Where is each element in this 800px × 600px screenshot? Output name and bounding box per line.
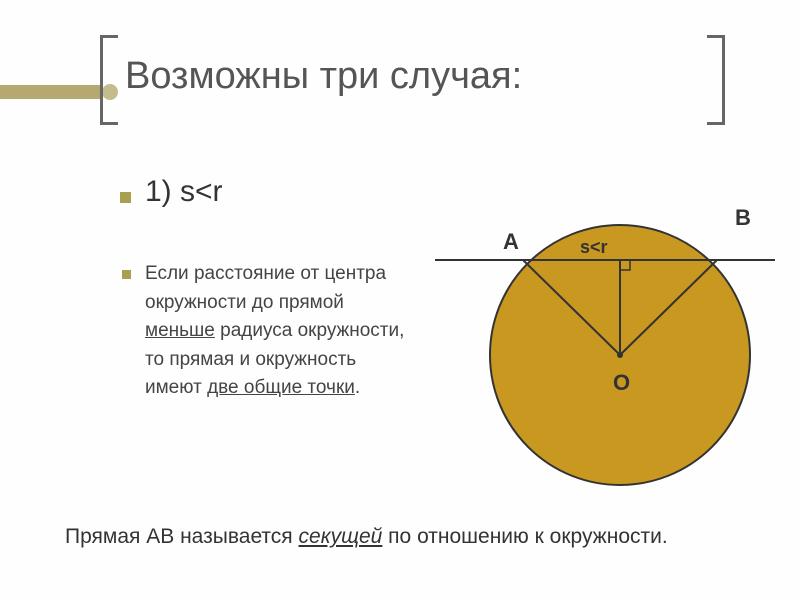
body-part1: Если расстояние от центра окружности до … (145, 263, 386, 313)
bottom-part1: Прямая AB называется (65, 525, 299, 548)
body-underline1: меньше (145, 320, 215, 341)
body-part3: . (355, 377, 360, 398)
body-bullet (122, 270, 131, 279)
accent-bar (0, 85, 100, 99)
label-o: O (613, 370, 630, 395)
label-a: A (503, 229, 519, 254)
case-label: 1) s<r (145, 175, 223, 209)
circle-secant-diagram: A B O s<r (435, 175, 775, 495)
title-bracket-left (100, 35, 118, 125)
title-bracket-right (707, 35, 725, 125)
label-s-lt-r: s<r (580, 237, 608, 257)
bottom-text: Прямая AB называется секущей по отношени… (65, 525, 668, 549)
diagram-svg: A B O s<r (435, 175, 775, 495)
body-underline2: две общие точки (207, 377, 355, 398)
bottom-emphasis: секущей (299, 525, 383, 548)
body-text: Если расстояние от центра окружности до … (145, 260, 415, 403)
page-title: Возможны три случая: (125, 55, 522, 98)
bottom-part2: по отношению к окружности. (382, 525, 667, 548)
case-bullet (120, 192, 131, 203)
label-b: B (735, 205, 751, 230)
center-point (617, 352, 623, 358)
